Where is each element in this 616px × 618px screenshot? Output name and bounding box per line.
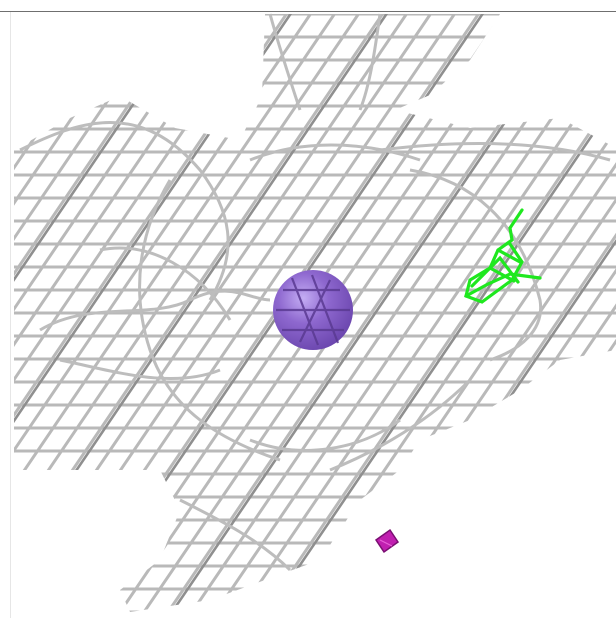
mesh-strand <box>474 14 616 612</box>
contour-strand <box>19 121 230 301</box>
mesh-strand <box>546 14 616 612</box>
mesh-strand <box>402 14 616 612</box>
contour-strand <box>249 418 401 452</box>
mesh-strand <box>42 14 466 612</box>
mesh-strand <box>14 14 34 612</box>
ligand-wire <box>464 208 542 304</box>
contour-strand <box>249 143 421 162</box>
contour-strand <box>179 498 292 572</box>
mesh-strand <box>550 14 616 612</box>
mesh-strand <box>14 14 206 612</box>
mesh-strand <box>0 0 12 618</box>
mesh-strand <box>570 14 616 612</box>
mesh-strand <box>378 14 616 612</box>
left-edge <box>10 12 11 618</box>
mesh-strand <box>14 14 82 612</box>
mesh-strand <box>454 14 616 612</box>
contour-strand <box>39 289 271 332</box>
mesh-strand <box>354 14 616 612</box>
contour-strand <box>138 179 281 462</box>
mesh-strand <box>210 14 616 612</box>
mesh-strand <box>0 0 8 618</box>
mesh-strand <box>14 14 110 612</box>
mesh-strand <box>14 14 226 612</box>
mesh-strand <box>14 14 58 612</box>
mesh-strand <box>426 14 616 612</box>
ion-sphere <box>273 270 353 350</box>
mesh-strand <box>14 14 178 612</box>
mesh-strand <box>14 14 346 612</box>
top-divider <box>0 11 616 12</box>
contour-strand <box>59 358 221 381</box>
contour-strand <box>99 246 232 321</box>
mesh-strand <box>186 14 610 612</box>
mesh-contours <box>19 13 611 572</box>
mesh-strand <box>14 14 250 612</box>
contour-strand <box>329 378 472 472</box>
contour-strand <box>268 13 302 111</box>
mesh-strand <box>14 14 202 612</box>
contour-strand <box>358 13 382 111</box>
contour-strand <box>379 141 611 162</box>
mesh-strand <box>14 14 154 612</box>
small-fragment <box>374 528 400 554</box>
